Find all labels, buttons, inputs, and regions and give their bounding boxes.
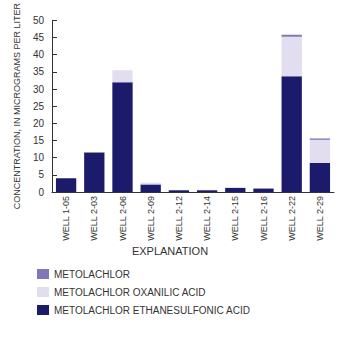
svg-text:WELL 2-12: WELL 2-12 [174, 196, 184, 241]
svg-text:25: 25 [33, 101, 45, 112]
svg-text:WELL 2-03: WELL 2-03 [89, 196, 99, 241]
svg-text:METOLACHLOR ETHANESULFONIC ACI: METOLACHLOR ETHANESULFONIC ACID [54, 305, 250, 316]
svg-text:METOLACHLOR OXANILIC ACID: METOLACHLOR OXANILIC ACID [54, 287, 206, 298]
svg-text:WELL 2-29: WELL 2-29 [315, 196, 325, 241]
svg-text:WELL 2-14: WELL 2-14 [202, 196, 212, 241]
svg-text:35: 35 [33, 66, 45, 77]
svg-text:0: 0 [38, 187, 44, 198]
svg-text:WELL 2-22: WELL 2-22 [287, 196, 297, 241]
svg-text:EXPLANATION: EXPLANATION [132, 245, 208, 257]
svg-text:WELL 1-05: WELL 1-05 [61, 196, 71, 241]
svg-text:CONCENTRATION, IN MICROGRAMS P: CONCENTRATION, IN MICROGRAMS PER LITER [12, 3, 22, 210]
svg-text:30: 30 [33, 84, 45, 95]
svg-text:METOLACHLOR: METOLACHLOR [54, 269, 130, 280]
svg-text:WELL 2-15: WELL 2-15 [230, 196, 240, 241]
svg-text:50: 50 [33, 15, 45, 26]
svg-text:WELL 2-06: WELL 2-06 [118, 196, 128, 241]
svg-text:15: 15 [33, 135, 45, 146]
svg-text:10: 10 [33, 152, 45, 163]
svg-text:45: 45 [33, 32, 45, 43]
svg-text:40: 40 [33, 49, 45, 60]
svg-text:WELL 2-16: WELL 2-16 [259, 196, 269, 241]
svg-text:5: 5 [38, 169, 44, 180]
svg-text:20: 20 [33, 118, 45, 129]
svg-text:WELL 2-09: WELL 2-09 [146, 196, 156, 241]
